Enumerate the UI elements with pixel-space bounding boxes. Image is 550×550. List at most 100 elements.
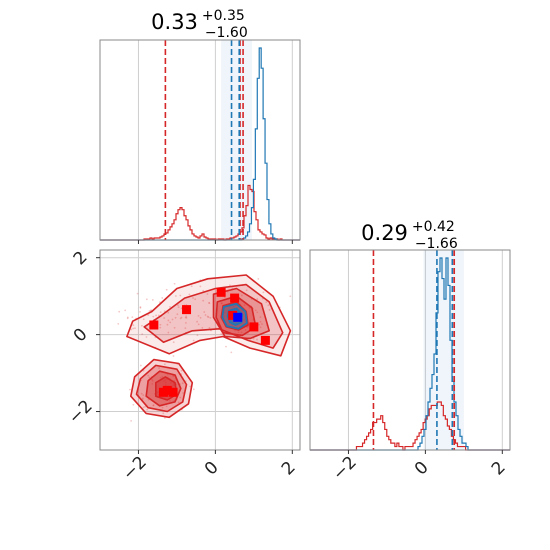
blue-marker-0 [233,312,243,322]
sample-point [144,405,147,408]
sample-point [142,394,145,396]
sample-point [220,333,223,335]
sample-point [240,294,243,297]
sample-point [197,314,200,317]
sample-point [246,326,248,329]
sample-point [256,311,259,314]
top-title-plus: +0.35 [202,8,245,24]
sample-point [146,408,149,411]
joint-ytick-label-2: 2 [70,248,92,270]
sample-point [172,355,175,357]
sample-point [165,288,168,291]
top-grid [137,40,293,240]
sample-point [147,314,150,316]
sample-point [171,318,174,321]
sample-point [257,277,260,280]
red-histogram [100,184,300,241]
sample-point [151,378,153,381]
sample-point [181,382,184,385]
sample-point [159,326,162,329]
sample-point [223,296,226,299]
sample-point [134,327,136,330]
joint-xtick-label-0: −2 [119,453,151,485]
joint-panel: −2 0 2 −2 0 2 [65,248,301,484]
sample-point [190,285,193,288]
sample-point [230,351,233,354]
sample-point [259,316,262,318]
sample-point [184,327,187,329]
joint-xtick-label-2: 2 [278,458,300,480]
sample-point [167,319,170,322]
sample-point [157,314,160,317]
right-histograms [310,257,510,451]
sample-point [172,384,175,387]
top-quantile-lines [164,40,244,240]
sample-point [177,306,180,309]
joint-contours [126,274,292,419]
sample-point [161,375,164,378]
sample-point [130,419,132,422]
blue-histogram [100,47,300,241]
sample-point [164,384,167,387]
sample-point [237,331,240,334]
joint-markers [149,287,270,397]
red-marker-6 [260,335,270,345]
sample-point [201,326,204,329]
right-xtick-label-2: 2 [488,458,510,480]
sample-point [232,305,235,308]
sample-point [185,316,188,319]
sample-point [148,310,151,312]
sample-point [259,326,262,329]
sample-point [268,309,271,311]
sample-point [179,294,182,297]
sample-point [225,345,227,348]
red-contour-0 [126,274,292,357]
sample-point [142,318,145,321]
right-quantile-lines [372,250,456,450]
joint-ytick-label-0: −2 [65,396,97,428]
sample-point [157,390,159,393]
sample-point [188,293,191,296]
sample-point [256,338,258,341]
right-title-value: 0.29 [361,221,408,245]
blue-interval-shade [221,40,252,240]
red-marker-9 [158,387,168,397]
sample-point [159,376,162,379]
sample-point [267,304,270,307]
sample-point [184,322,187,324]
sample-point [173,326,176,329]
sample-point [247,325,250,328]
sample-point [163,310,166,313]
top-title-minus: −1.60 [205,25,248,41]
sample-point [172,382,175,385]
sample-point [176,313,179,316]
joint-x-ticks: −2 0 2 [119,450,300,484]
sample-point [177,304,179,307]
sample-point [139,306,142,308]
sample-point [208,326,211,329]
sample-point [147,398,150,401]
sample-point [163,317,166,319]
sample-point [162,412,165,415]
right-grid [347,250,503,450]
sample-point [197,323,200,326]
sample-point [124,309,127,312]
red-marker-0 [149,320,159,330]
sample-point [258,323,261,326]
sample-point [228,284,231,287]
sample-point [256,298,259,300]
sample-point [171,386,174,389]
top-histograms [100,47,300,241]
right-title: 0.29 +0.42 −1.66 [361,218,459,252]
sample-point [142,406,145,409]
sample-point [254,309,257,312]
sample-point [167,331,170,334]
sample-point [139,364,142,367]
sample-point [151,382,154,385]
sample-point [223,311,226,314]
sample-point [161,297,164,299]
sample-point [252,337,255,340]
sample-point [158,367,161,369]
sample-point [164,381,167,384]
right-title-minus: −1.66 [415,236,458,252]
